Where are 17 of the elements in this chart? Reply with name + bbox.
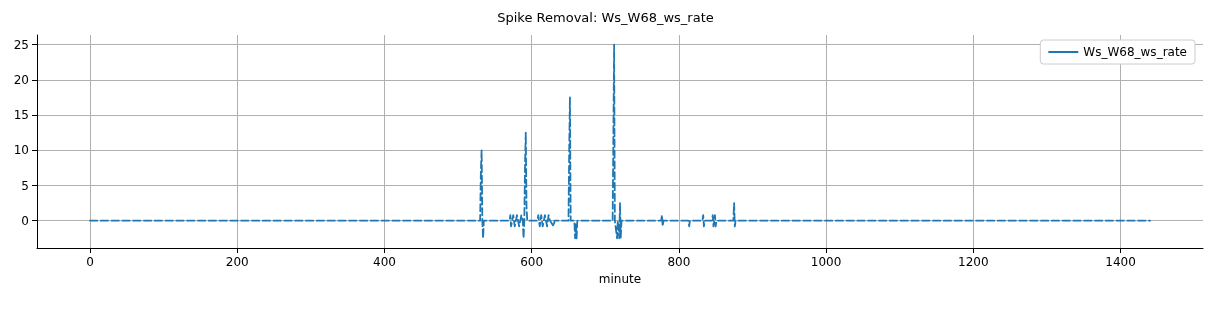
y-tick-label: 15 xyxy=(13,108,29,123)
chart-title: Spike Removal: Ws_W68_ws_rate xyxy=(497,10,714,25)
x-tick-label: 800 xyxy=(667,255,691,269)
x-axis-title: minute xyxy=(598,271,642,286)
x-tick-label: 600 xyxy=(520,255,544,269)
x-tick-label: 1400 xyxy=(1105,255,1136,269)
y-tick-label: 20 xyxy=(13,72,29,87)
x-tick-label: 200 xyxy=(225,255,249,269)
y-tick-label: 5 xyxy=(21,178,29,193)
x-tick-label: 1000 xyxy=(810,255,842,269)
x-tick-label: 0 xyxy=(86,255,94,269)
x-tick-label: 400 xyxy=(372,255,396,269)
legend-label: Ws_W68_ws_rate xyxy=(1083,45,1188,59)
y-tick-label: 25 xyxy=(13,37,29,52)
y-tick-label: 10 xyxy=(13,143,29,158)
y-tick-label: 0 xyxy=(21,213,29,228)
x-tick-label: 1200 xyxy=(958,255,989,269)
